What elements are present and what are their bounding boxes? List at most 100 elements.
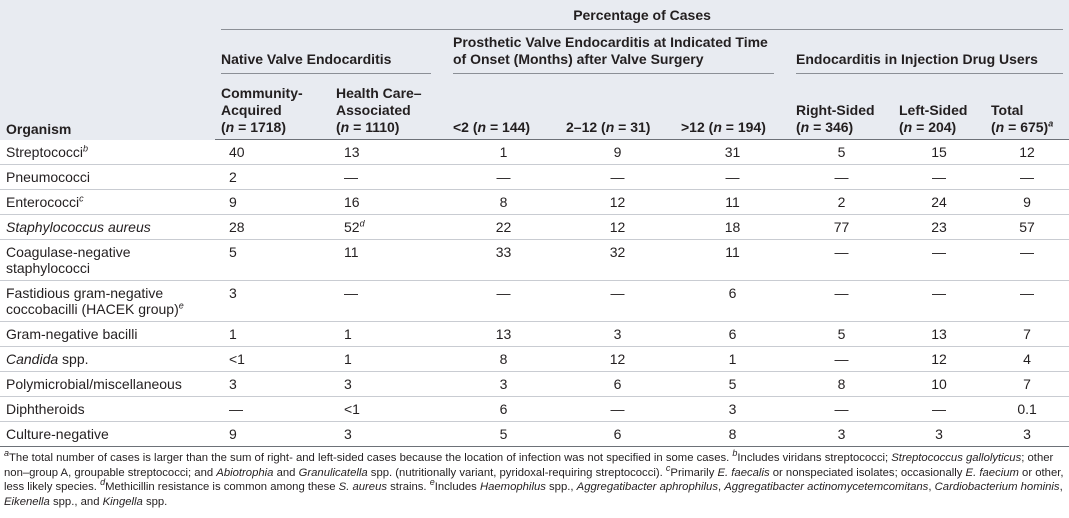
organism-cell: Streptococcib <box>0 139 215 165</box>
italic-text: Candida <box>6 351 59 367</box>
value-cell: — <box>893 396 985 422</box>
text: 28 <box>229 219 245 235</box>
footnote-mark: a <box>4 448 10 459</box>
table-row: Coagulase-negative staphylococci 5 11 33 32 1… <box>0 239 1069 281</box>
value-cell: 52d <box>330 214 447 240</box>
value-cell: 13 <box>893 321 985 347</box>
footnote-mark: b <box>732 448 738 459</box>
text: 23 <box>931 219 947 235</box>
text: — <box>229 401 243 417</box>
column-count: (n = 1110) <box>336 119 441 136</box>
text: 12 <box>1019 144 1035 160</box>
text: 22 <box>495 219 512 235</box>
text: 4 <box>1023 351 1031 367</box>
value-cell: 5 <box>447 421 560 447</box>
value-cell: 3 <box>330 371 447 397</box>
text: 11 <box>725 194 740 210</box>
text: 6 <box>499 401 508 417</box>
italic-text: S. aureus <box>338 481 388 493</box>
corner-header: Organism <box>0 0 215 140</box>
organism-cell: Candida spp. <box>0 346 215 372</box>
text: 12 <box>609 219 626 235</box>
table-body: Streptococcib 40 13 1 9 31 5 15 12 Pneumococci 2— —… <box>0 139 1069 447</box>
text: 7 <box>1023 326 1031 342</box>
value-cell: 3 <box>985 421 1069 447</box>
column-row: Community-Acquired (n = 1718) Health Care–… <box>0 74 1069 140</box>
text: 1 <box>344 326 352 342</box>
organism-cell: Polymicrobial/miscellaneous <box>0 371 215 397</box>
text: — <box>344 285 358 301</box>
text: , <box>1059 481 1063 493</box>
text: 6 <box>613 426 622 442</box>
column-label: Total <box>991 102 1063 119</box>
value-cell: 12 <box>560 346 675 372</box>
footnote: dMethicillin resistance is common among … <box>100 478 430 493</box>
text: = 31) <box>614 119 651 135</box>
value-cell: 9 <box>215 189 330 215</box>
text: 5 <box>728 376 737 392</box>
column-count: (n = 1718) <box>221 119 324 136</box>
column-label: >12 <box>681 119 705 135</box>
value-cell: 8 <box>447 346 560 372</box>
text: 8 <box>837 376 846 392</box>
text: Includes viridans streptococci; <box>737 452 892 464</box>
text: 31 <box>724 144 741 160</box>
column-header: Community-Acquired (n = 1718) <box>215 74 330 140</box>
text: spp. <box>142 495 168 508</box>
text: 57 <box>1019 219 1035 235</box>
value-cell: 5 <box>790 139 893 165</box>
text: ( <box>708 119 714 135</box>
table-row: Diphtheroids — <1 6 — 3 — — 0.1 <box>0 396 1069 422</box>
text: — <box>834 351 849 367</box>
italic-text: Staphylococcus aureus <box>6 219 151 235</box>
text: 12 <box>609 351 626 367</box>
text: Total <box>991 102 1024 118</box>
italic-text: n <box>477 119 487 135</box>
italic-text: n <box>800 119 810 135</box>
text: <1 <box>229 351 245 367</box>
value-cell: 8 <box>447 189 560 215</box>
value-cell: — <box>330 280 447 322</box>
value-cell: 9 <box>215 421 330 447</box>
value-cell: 0.1 <box>985 396 1069 422</box>
column-header: <2 (n = 144) <box>447 74 560 140</box>
value-cell: 3 <box>447 371 560 397</box>
text: 77 <box>833 219 850 235</box>
text: 15 <box>931 144 947 160</box>
column-label: Health Care–Associated <box>336 85 441 119</box>
text: 13 <box>344 144 360 160</box>
text: 3 <box>229 376 237 392</box>
value-cell: 7 <box>985 371 1069 397</box>
value-cell: 13 <box>447 321 560 347</box>
italic-text: Eikenella <box>4 495 50 508</box>
column-count: (n = 204) <box>899 119 979 136</box>
text: Enterococci <box>6 194 80 210</box>
text: 32 <box>609 244 626 260</box>
column-count: (n = 144) <box>473 119 530 135</box>
value-cell: 3 <box>790 421 893 447</box>
value-cell: — <box>893 280 985 322</box>
header-row: Organism Percentage of Cases <box>0 0 1069 140</box>
value-cell: 2 <box>790 189 893 215</box>
value-cell: — <box>985 239 1069 281</box>
text: 1 <box>229 326 237 342</box>
value-cell: — <box>985 280 1069 322</box>
text: <2 <box>453 119 469 135</box>
column-label: Community-Acquired <box>221 85 324 119</box>
value-cell: 33 <box>447 239 560 281</box>
text: <1 <box>344 401 360 417</box>
column-count: (n = 31) <box>601 119 650 135</box>
text: Community-Acquired <box>221 85 303 118</box>
text: 5 <box>499 426 508 442</box>
column-count: (n = 675)a <box>991 119 1063 136</box>
italic-text: n <box>225 119 235 135</box>
column-header: Total (n = 675)a <box>985 74 1069 140</box>
text: 16 <box>344 194 360 210</box>
table-row: Enterococcic 9 16 8 12 11 2 24 9 <box>0 189 1069 215</box>
value-cell: 7 <box>985 321 1069 347</box>
text: — <box>834 285 849 301</box>
footnote-mark: a <box>1048 118 1054 129</box>
table-row: Pneumococci 2 — — — — — — — <box>0 164 1069 190</box>
group-header: Prosthetic Valve Endocarditis at Indicat… <box>447 30 790 74</box>
text: or other, less likely species. <box>4 466 1064 494</box>
